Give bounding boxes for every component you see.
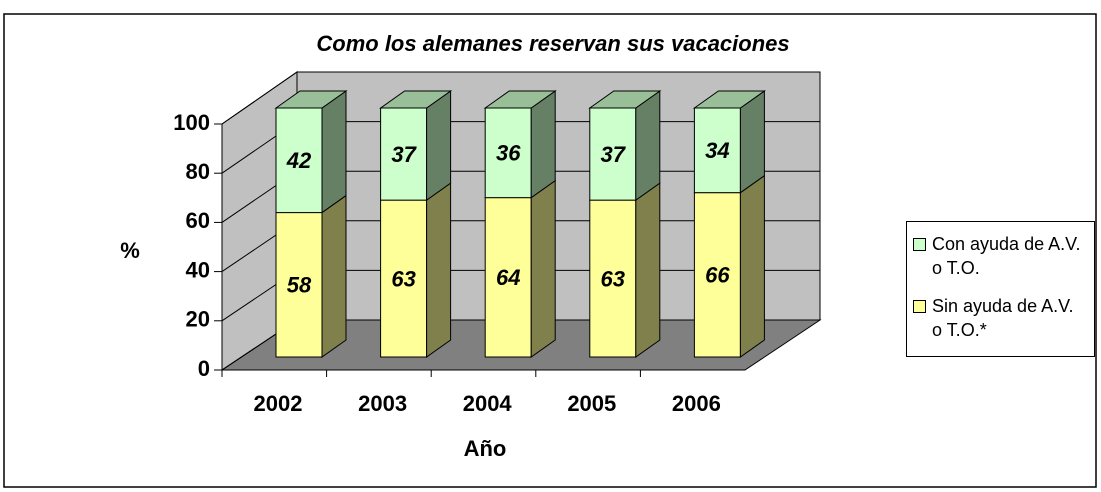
bar-top — [588, 90, 662, 109]
bar-top — [483, 90, 557, 109]
bar-segment — [589, 107, 637, 201]
legend: Con ayuda de A.V. o T.O. Sin ayuda de A.V… — [906, 221, 1095, 357]
bar-segment — [484, 197, 532, 358]
bar-side — [426, 90, 452, 202]
x-tick-label: 2006 — [672, 391, 721, 416]
legend-entry: Con ayuda de A.V. o T.O. — [913, 232, 1088, 280]
y-tick-label: 0 — [198, 356, 210, 381]
data-label: 37 — [391, 142, 417, 167]
x-tick-label: 2004 — [463, 391, 513, 416]
data-label: 37 — [601, 142, 627, 167]
y-tick-label: 100 — [173, 110, 210, 135]
bar-side — [321, 90, 347, 214]
bar-side — [635, 90, 661, 202]
bar-side — [739, 174, 765, 358]
data-label: 63 — [601, 266, 625, 291]
y-axis-label: % — [120, 238, 140, 263]
data-label: 42 — [286, 148, 312, 173]
data-label: 63 — [391, 266, 415, 291]
y-tick-label: 20 — [186, 307, 210, 332]
y-tick-label: 60 — [186, 208, 210, 233]
bar-segment — [275, 212, 323, 358]
bar-segment — [484, 107, 532, 199]
bar-segment — [275, 107, 323, 214]
legend-entry: Sin ayuda de A.V. o T.O.* — [913, 294, 1088, 342]
legend-label: Con ayuda de A.V. o T.O. — [932, 234, 1081, 278]
legend-swatch — [913, 300, 926, 313]
x-tick-label: 2005 — [567, 391, 616, 416]
bar-side — [530, 90, 556, 199]
data-label: 66 — [705, 263, 730, 288]
data-label: 64 — [496, 265, 520, 290]
data-label: 58 — [287, 273, 312, 298]
bar-side — [635, 182, 661, 358]
data-label: 36 — [496, 141, 521, 166]
bar-segment — [589, 199, 637, 358]
y-tick-label: 80 — [186, 159, 210, 184]
legend-label: Sin ayuda de A.V. o T.O.* — [932, 296, 1074, 340]
y-tick-label: 40 — [186, 257, 210, 282]
bar-top — [274, 90, 348, 109]
bar-side — [426, 182, 452, 358]
bar-side — [530, 179, 556, 358]
bar-top — [379, 90, 453, 109]
grid-line — [221, 71, 298, 125]
bar-segment — [693, 192, 741, 358]
bar-side — [321, 194, 347, 358]
bar-side — [739, 90, 765, 194]
bar-top — [692, 90, 766, 109]
x-axis-label: Año — [464, 436, 507, 461]
chart-title: Como los alemanes reservan sus vacacione… — [316, 31, 789, 56]
data-label: 34 — [705, 138, 729, 163]
legend-swatch — [913, 238, 926, 251]
x-tick-label: 2002 — [254, 391, 303, 416]
x-tick-label: 2003 — [358, 391, 407, 416]
